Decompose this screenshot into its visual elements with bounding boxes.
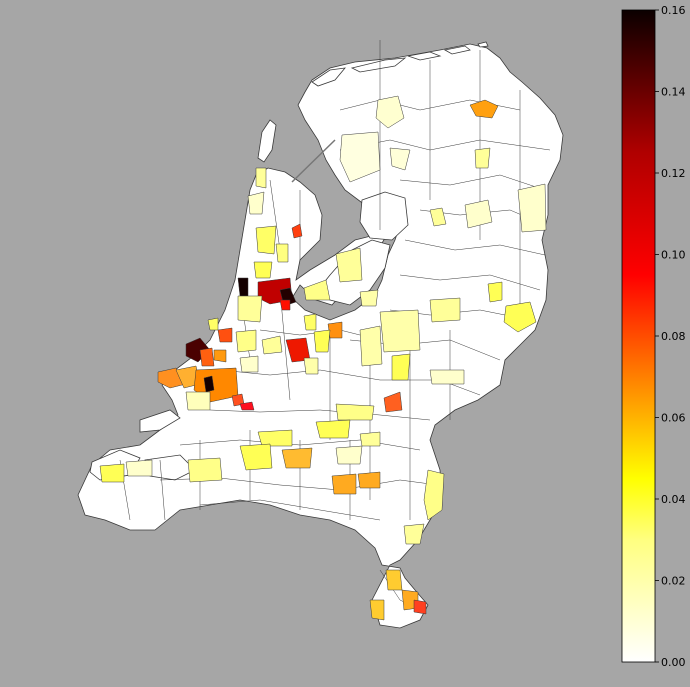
- region-eindhoven: [331, 473, 357, 495]
- region-hengelo: [487, 281, 503, 303]
- region-zh-c: [213, 349, 227, 363]
- region-drenthe: [464, 199, 493, 229]
- region-friesland-a: [375, 95, 405, 129]
- colorbar-tick-label: 0.06: [661, 412, 686, 425]
- netherlands-choropleth-map: [77, 40, 564, 629]
- colorbar: 0.00 0.02 0.04 0.06 0.08 0.10 0.12 0.14 0.16: [621, 4, 686, 669]
- colorbar-ticks: 0.00 0.02 0.04 0.06 0.08 0.10 0.12 0.14 0.16: [655, 4, 686, 669]
- colorbar-tick-label: 0.12: [661, 167, 686, 180]
- region-nh-b: [247, 191, 265, 215]
- region-maastricht: [413, 599, 427, 615]
- island-rottumeroog: [477, 41, 489, 48]
- region-limburg-a: [403, 523, 425, 545]
- region-deventer: [429, 369, 465, 385]
- colorbar-tick-label: 0.08: [661, 330, 686, 343]
- island-vlieland: [311, 67, 346, 87]
- region-limburg-c: [369, 599, 385, 621]
- region-zh-f: [185, 391, 211, 411]
- region-zh-g: [239, 401, 255, 411]
- region-brabant-b: [335, 445, 363, 465]
- island-schouwen: [139, 409, 181, 433]
- region-leiden: [217, 327, 233, 343]
- colorbar-tick-label: 0.10: [661, 249, 686, 262]
- region-friesland-c: [389, 147, 411, 171]
- region-venlo: [423, 469, 445, 521]
- noordoostpolder: [359, 191, 409, 241]
- region-utrecht-d: [303, 357, 319, 375]
- region-zwolle: [429, 297, 461, 323]
- region-zh-a: [207, 317, 219, 331]
- colored-municipalities: [99, 95, 547, 621]
- region-zeeland-b: [125, 459, 153, 477]
- region-breda: [239, 443, 273, 471]
- island-schiermonnikoog: [443, 45, 471, 55]
- region-lelystad: [303, 279, 331, 301]
- region-zh-b: [199, 347, 215, 367]
- region-apeldoorn-b: [391, 353, 411, 381]
- colorbar-tick-label: 0.14: [661, 86, 686, 99]
- region-gelderland-b: [379, 309, 421, 353]
- region-limburg-b: [385, 569, 403, 591]
- island-terschelling: [350, 57, 407, 73]
- region-brabant-a: [257, 429, 293, 447]
- region-assen: [474, 147, 491, 169]
- island-texel: [257, 119, 277, 163]
- colorbar-gradient: [621, 9, 656, 663]
- region-zh-e: [261, 335, 283, 355]
- region-groningen: [469, 99, 499, 119]
- colorbar-tick-label: 0.00: [661, 656, 686, 669]
- region-haarlem: [237, 277, 249, 297]
- region-den-helder: [291, 223, 303, 239]
- region-nh-c: [255, 225, 277, 255]
- colorbar-tick-label: 0.16: [661, 4, 686, 17]
- region-almere: [335, 247, 363, 283]
- region-gelderland-a: [359, 325, 383, 367]
- region-amstelveen: [279, 299, 291, 311]
- region-helmond: [357, 471, 381, 489]
- region-meppel: [429, 207, 447, 227]
- region-emmen: [517, 183, 547, 233]
- region-gelderland-d: [315, 419, 351, 439]
- colorbar-tick-label: 0.04: [661, 493, 686, 506]
- island-ameland: [407, 51, 442, 61]
- region-roosendaal: [187, 457, 223, 483]
- region-nijmegen: [383, 391, 403, 413]
- region-nh-a: [255, 167, 267, 189]
- region-dronten: [359, 289, 379, 307]
- region-haarlemmermeer: [237, 295, 263, 323]
- region-friesland-b: [339, 131, 381, 183]
- region-rotterdam-core: [203, 375, 215, 393]
- region-utrecht-b: [303, 313, 317, 331]
- region-zh-d: [235, 329, 257, 353]
- region-enschede: [503, 301, 537, 333]
- region-velsen: [253, 261, 273, 279]
- region-brabant-c: [359, 431, 381, 447]
- region-tilburg: [281, 447, 313, 469]
- region-utrecht-c: [313, 329, 331, 353]
- region-gelderland-c: [335, 403, 375, 421]
- region-utrecht-e: [239, 355, 259, 373]
- afsluitdijk: [291, 139, 336, 183]
- region-nh-d: [275, 243, 289, 263]
- region-zeeland-a: [99, 463, 125, 483]
- colorbar-tick-label: 0.02: [661, 575, 686, 588]
